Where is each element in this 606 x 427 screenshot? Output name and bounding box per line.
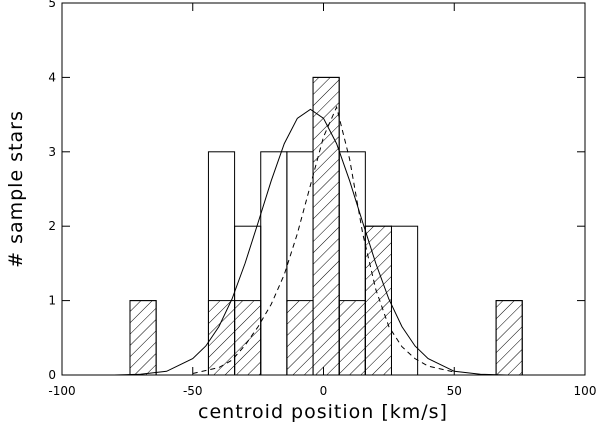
x-tick-label: -100 (48, 384, 75, 398)
y-tick-label: 3 (48, 145, 56, 159)
x-tick-label: -50 (183, 384, 203, 398)
y-tick-label: 0 (48, 368, 56, 382)
x-tick-label: 100 (574, 384, 597, 398)
y-tick-label: 1 (48, 294, 56, 308)
y-tick-label: 5 (48, 0, 56, 10)
hatched-bar (234, 300, 262, 375)
x-axis-title: centroid position [km/s] (198, 401, 448, 423)
x-tick-label: 0 (320, 384, 328, 398)
y-axis-title: # sample stars (5, 110, 27, 268)
hatched-bar (207, 300, 236, 375)
hatched-bar (129, 300, 157, 375)
y-tick-label: 2 (48, 219, 56, 233)
hatched-bar (312, 76, 340, 375)
bar (260, 151, 288, 375)
dashed-curve (192, 105, 455, 374)
hatched-bar (495, 300, 523, 375)
x-tick-label: 50 (447, 384, 462, 398)
y-tick-label: 4 (48, 70, 56, 84)
plot-area (62, 76, 585, 375)
hatched-bar (364, 225, 392, 375)
hatched-bar (338, 300, 366, 375)
bar (390, 225, 419, 375)
fit-curve (62, 108, 585, 375)
hatched-bar (286, 300, 314, 375)
